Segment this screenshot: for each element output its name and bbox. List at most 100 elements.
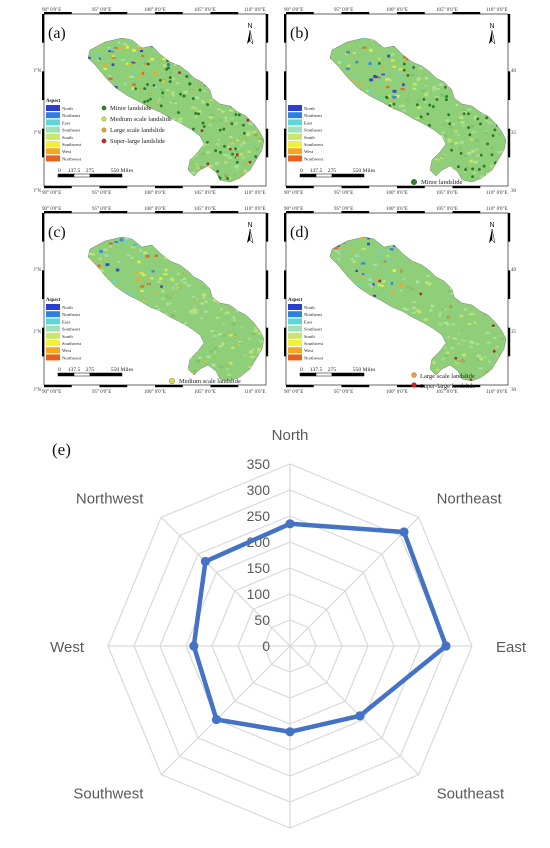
- scale-label: 275: [86, 168, 95, 174]
- aspect-swatch: [288, 112, 302, 119]
- radar-grid: [107, 463, 473, 829]
- landslide-marker: [101, 116, 107, 122]
- aspect-legend-label: North: [62, 305, 73, 310]
- radar-direction-label: Southeast: [437, 786, 505, 803]
- panel-letter: (e): [52, 440, 71, 459]
- panel-letter: (b): [290, 25, 309, 42]
- radar-tick-label: 0: [262, 638, 270, 654]
- scale-bar: 0 137.5 275 550 Miles: [299, 168, 375, 178]
- radar-tick-label: 150: [247, 560, 271, 576]
- aspect-swatch: [46, 126, 60, 133]
- longitude-label-top: 90° 0'0"E: [284, 8, 303, 13]
- aspect-swatch: [288, 318, 302, 325]
- latitude-label: 35° 0'0"N: [511, 131, 516, 136]
- landslide-legend: Minor landslide: [411, 179, 462, 186]
- aspect-swatch: [288, 325, 302, 332]
- latitude-label: 40° 0'0"N: [511, 268, 516, 273]
- aspect-swatch: [288, 148, 302, 155]
- scale-bar: 0 137.5 275 550 Miles: [299, 367, 375, 377]
- aspect-swatch: [46, 141, 60, 147]
- scale-label: 275: [86, 367, 95, 373]
- aspect-swatch: [46, 119, 60, 126]
- aspect-legend-label: West: [62, 348, 72, 353]
- scale-label: 0: [300, 168, 303, 174]
- longitude-label-bottom: 110° 0'0"E: [244, 191, 266, 196]
- scale-label: 137.5: [68, 367, 81, 373]
- longitude-label-top: 105° 0'0"E: [436, 207, 458, 212]
- radar-spoke: [160, 516, 291, 647]
- longitude-label-top: 95° 0'0"E: [92, 8, 111, 13]
- panel-letter: (a): [48, 25, 66, 42]
- longitude-label-bottom: 95° 0'0"E: [92, 390, 111, 395]
- scale-label: 137.5: [68, 168, 81, 174]
- scale-label: 0: [300, 367, 303, 373]
- radar-spoke: [289, 516, 420, 647]
- landslide-legend: Minor landslide Medium scale landslide Lar…: [101, 105, 172, 145]
- longitude-label-bottom: 110° 0'0"E: [486, 390, 508, 395]
- aspect-legend-label: Northwest: [62, 156, 82, 161]
- radar-tick-label: 50: [254, 612, 270, 628]
- aspect-legend-label: South: [304, 334, 315, 339]
- aspect-swatch: [288, 133, 302, 140]
- panel-letter: (c): [48, 224, 66, 241]
- scale-bar: 0 137.5 275 550 Miles: [57, 367, 133, 377]
- aspect-swatch: [288, 155, 302, 162]
- scale-label: 137.5: [310, 367, 323, 373]
- landslide-marker: [411, 382, 417, 388]
- map-a: 90° 0'0"E 95° 0'0"E 100° 0'0"E 105° 0'0"E 11…: [34, 8, 269, 196]
- radar-data-point: [399, 527, 409, 537]
- north-label: N: [247, 222, 252, 229]
- scale-label: 275: [328, 168, 337, 174]
- longitude-label-bottom: 105° 0'0"E: [436, 390, 458, 395]
- landslide-marker: [169, 378, 175, 384]
- aspect-swatch: [46, 311, 60, 318]
- landslide-legend-label: Minor landslide: [421, 179, 462, 186]
- aspect-legend-label: North: [62, 106, 73, 111]
- radar-tick-label: 350: [247, 456, 271, 472]
- landslide-legend-label: Medium scale landslide: [110, 116, 172, 123]
- aspect-legend-label: Northeast: [62, 113, 81, 118]
- longitude-label-top: 100° 0'0"E: [386, 8, 408, 13]
- aspect-legend-label: South: [62, 334, 73, 339]
- aspect-swatch: [288, 332, 302, 339]
- aspect-legend-label: Northeast: [62, 312, 81, 317]
- map-panel-b: 90° 0'0"E 95° 0'0"E 100° 0'0"E 105° 0'0"E 11…: [276, 6, 516, 196]
- scale-label: 550 Miles: [111, 168, 134, 174]
- landslide-legend-label: Large scale landslide: [110, 127, 165, 134]
- aspect-swatch: [46, 105, 60, 111]
- latitude-label: 40° 0'0"N: [34, 268, 41, 273]
- aspect-swatch: [288, 311, 302, 318]
- latitude-label: 35° 0'0"N: [511, 330, 516, 335]
- aspect-legend-label: Southeast: [62, 128, 81, 133]
- longitude-label-bottom: 90° 0'0"E: [284, 390, 303, 395]
- aspect-legend-label: Southwest: [62, 142, 82, 147]
- aspect-legend-label: Southeast: [304, 128, 323, 133]
- aspect-legend-label: South: [62, 135, 73, 140]
- radar-tick-label: 250: [247, 508, 271, 524]
- aspect-legend-label: Southeast: [62, 327, 81, 332]
- map-border-bars: [42, 211, 269, 388]
- aspect-legend-title: Aspect: [46, 298, 61, 303]
- map-b: 90° 0'0"E 95° 0'0"E 100° 0'0"E 105° 0'0"E 11…: [284, 8, 516, 196]
- north-arrow-icon: N: [247, 222, 254, 244]
- radar-data-point: [285, 519, 295, 529]
- radar-data-point: [211, 714, 222, 725]
- latitude-label: 35° 0'0"N: [34, 330, 41, 335]
- latitude-label: 30° 0'0"N: [34, 189, 41, 194]
- radar-spoke: [289, 645, 420, 776]
- aspect-swatch: [46, 318, 60, 325]
- scale-label: 0: [58, 168, 61, 174]
- landslide-marker: [411, 179, 417, 185]
- aspect-legend-label: East: [62, 120, 71, 125]
- radar-tick-label: 100: [247, 586, 271, 602]
- landslide-legend-label: Large scale landslide: [420, 373, 475, 380]
- longitude-label-top: 90° 0'0"E: [284, 207, 303, 212]
- landslide-legend: Medium scale landslide: [169, 378, 241, 385]
- longitude-label-bottom: 100° 0'0"E: [144, 191, 166, 196]
- radar-direction-label: Southwest: [73, 786, 144, 803]
- longitude-label-bottom: 95° 0'0"E: [92, 191, 111, 196]
- map-panel-d: 90° 0'0"E 95° 0'0"E 100° 0'0"E 105° 0'0"E 11…: [276, 205, 516, 395]
- landslide-marker: [101, 138, 107, 144]
- aspect-legend-label: West: [304, 348, 314, 353]
